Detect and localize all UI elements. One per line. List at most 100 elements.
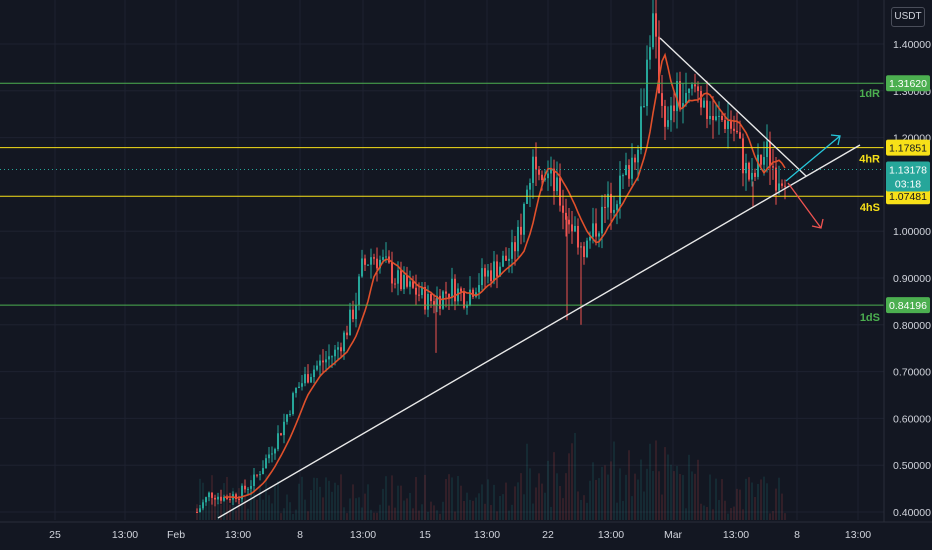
- candle-body: [217, 496, 219, 500]
- candle-body: [700, 91, 702, 108]
- volume-bar: [739, 489, 741, 520]
- candle-body: [547, 173, 549, 179]
- candle-body: [316, 365, 318, 370]
- volume-bar: [388, 505, 390, 520]
- volume-bar: [775, 488, 777, 520]
- candle-body: [664, 105, 666, 127]
- last-price-tag: [886, 161, 930, 192]
- candle-body: [676, 81, 678, 112]
- candle-body: [514, 242, 516, 252]
- volume-bar: [448, 474, 450, 520]
- volume-bar: [511, 504, 513, 520]
- volume-bar: [574, 432, 576, 520]
- candle-body: [778, 183, 780, 191]
- price-tag-1dR: [886, 75, 930, 92]
- candle-body: [781, 183, 783, 186]
- price-tick-label: 0.50000: [893, 460, 931, 472]
- candle-body: [421, 286, 423, 295]
- time-tick-label: 13:00: [474, 529, 500, 541]
- volume-bar: [247, 508, 249, 520]
- candle-body: [322, 360, 324, 363]
- volume-bar: [484, 503, 486, 520]
- candle-body: [340, 347, 342, 352]
- candle-body: [727, 121, 729, 129]
- volume-bar: [655, 440, 657, 520]
- candle-body: [349, 309, 351, 336]
- candle-body: [628, 165, 630, 179]
- volume-bar: [769, 513, 771, 520]
- bar-countdown: 03:18: [895, 179, 921, 191]
- candle-body: [604, 206, 606, 208]
- volume-bars: [196, 432, 786, 520]
- time-tick-label: 13:00: [225, 529, 251, 541]
- candle-body: [658, 36, 660, 94]
- candle-body: [382, 257, 384, 260]
- candle-body: [436, 295, 438, 306]
- volume-bar: [589, 480, 591, 520]
- volume-bar: [313, 477, 315, 520]
- volume-bar: [304, 499, 306, 520]
- volume-bar: [715, 478, 717, 520]
- volume-bar: [754, 496, 756, 520]
- level-label-4hR: 4hR: [859, 154, 880, 166]
- volume-bar: [250, 475, 252, 520]
- candle-body: [337, 347, 339, 350]
- volume-bar: [538, 473, 540, 520]
- candle-body: [229, 499, 231, 501]
- volume-bar: [355, 498, 357, 520]
- candle-body: [373, 257, 375, 259]
- candle-body: [583, 246, 585, 258]
- time-axis[interactable]: 25 13:00 Feb 13:00 8 13:00 15 13:00 22 13:00 Mar 13…: [0, 521, 932, 550]
- support-trendline: [217, 144, 861, 519]
- candle-body: [250, 485, 252, 489]
- level-label-4hS: 4hS: [860, 202, 880, 214]
- candle-body: [673, 105, 675, 112]
- candle-body: [520, 226, 522, 235]
- volume-bar: [244, 496, 246, 520]
- candle-body: [466, 304, 468, 308]
- volume-bar: [235, 510, 237, 520]
- candle-body: [619, 175, 621, 205]
- levels: 1dR 4hR 4hS 1dS: [0, 82, 884, 324]
- volume-bar: [433, 505, 435, 520]
- volume-bar: [292, 513, 294, 520]
- volume-bar: [508, 510, 510, 520]
- candle-body: [502, 255, 504, 267]
- candle-body: [355, 305, 357, 320]
- candle-body: [295, 388, 297, 394]
- candle-body: [256, 474, 258, 476]
- candle-body: [385, 256, 387, 258]
- volume-bar: [475, 497, 477, 520]
- candle-body: [703, 100, 705, 108]
- volume-bar: [349, 498, 351, 520]
- volume-bar: [412, 508, 414, 520]
- volume-bar: [568, 453, 570, 520]
- volume-bar: [436, 510, 438, 520]
- currency-button[interactable]: USDT: [891, 7, 925, 27]
- candle-body: [643, 106, 645, 108]
- candle-body: [772, 166, 774, 168]
- candle-body: [262, 468, 264, 475]
- volume-bar: [628, 450, 630, 520]
- candle-body: [652, 13, 654, 48]
- volume-bar: [565, 473, 567, 520]
- price-tag-text-1dS: 0.84196: [889, 300, 927, 312]
- candle-body: [376, 258, 378, 269]
- volume-bar: [637, 479, 639, 520]
- volume-bar: [478, 493, 480, 520]
- candle-body: [289, 414, 291, 416]
- volume-bar: [658, 471, 660, 520]
- time-tick-label: 13:00: [723, 529, 749, 541]
- candle-body: [694, 84, 696, 87]
- candle-body: [280, 433, 282, 436]
- volume-bar: [442, 501, 444, 520]
- volume-bar: [283, 508, 285, 520]
- volume-bar: [307, 511, 309, 520]
- price-tag-text-4hR: 1.17851: [889, 143, 927, 155]
- candle-body: [499, 266, 501, 277]
- candle-body: [271, 453, 273, 455]
- candle-body: [415, 287, 417, 295]
- candle-body: [211, 492, 213, 498]
